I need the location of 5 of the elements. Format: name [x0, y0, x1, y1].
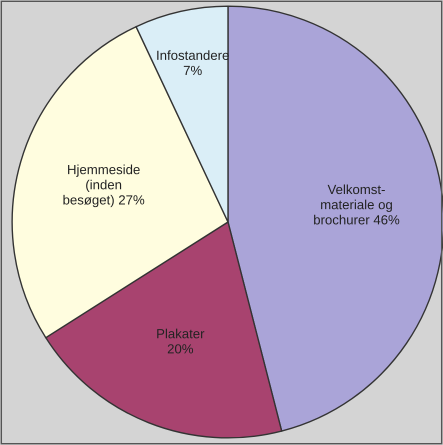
- slice-label: Hjemmeside (inden besøget) 27%: [63, 164, 144, 208]
- data-label: 20%: [168, 344, 194, 354]
- data-label: 7%: [184, 66, 202, 76]
- slice-label: Velkomst- materiale og brochurer 46%: [314, 184, 400, 224]
- slice-label: Plakater: [157, 328, 204, 338]
